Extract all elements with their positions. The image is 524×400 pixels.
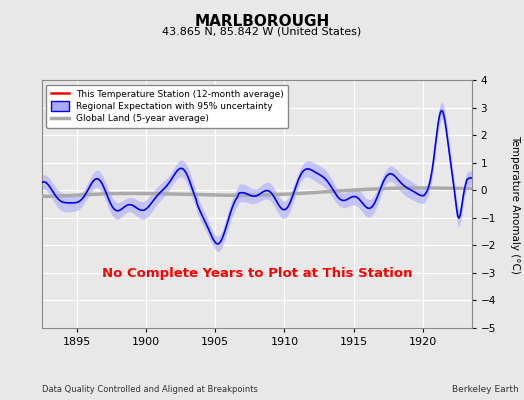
Text: No Complete Years to Plot at This Station: No Complete Years to Plot at This Statio…	[102, 267, 412, 280]
Text: Berkeley Earth: Berkeley Earth	[452, 385, 519, 394]
Y-axis label: Temperature Anomaly (°C): Temperature Anomaly (°C)	[510, 134, 520, 274]
Text: MARLBOROUGH: MARLBOROUGH	[194, 14, 330, 29]
Text: Data Quality Controlled and Aligned at Breakpoints: Data Quality Controlled and Aligned at B…	[42, 385, 258, 394]
Text: 43.865 N, 85.842 W (United States): 43.865 N, 85.842 W (United States)	[162, 26, 362, 36]
